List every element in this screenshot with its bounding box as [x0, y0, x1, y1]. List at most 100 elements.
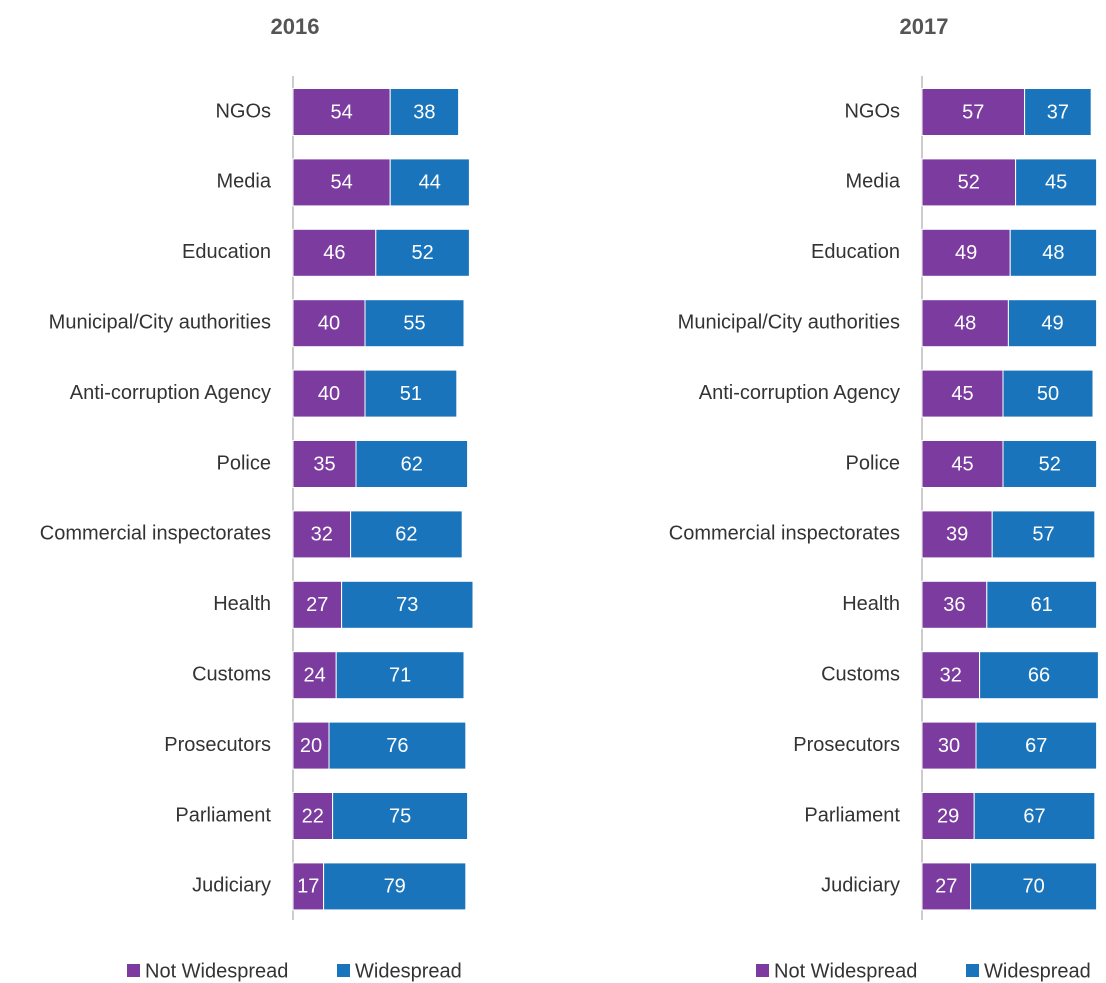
- bar-segment: [375, 228, 470, 277]
- legend-swatch: [127, 964, 140, 977]
- category-label: Parliament: [804, 804, 900, 826]
- category-label: Judiciary: [821, 875, 900, 897]
- category-label: Parliament: [175, 804, 271, 826]
- value-label: 61: [1031, 594, 1053, 616]
- value-label: 32: [311, 524, 333, 546]
- category-label: Police: [846, 452, 900, 474]
- category-label: Customs: [821, 663, 900, 685]
- value-label: 52: [1039, 453, 1061, 475]
- bar-segment: [292, 721, 330, 770]
- value-label: 57: [1032, 524, 1054, 546]
- category-label: Education: [182, 241, 271, 263]
- bar-segment: [335, 651, 465, 700]
- value-label: 17: [297, 876, 319, 898]
- value-label: 39: [946, 524, 968, 546]
- value-label: 30: [938, 735, 960, 757]
- category-label: Anti-corruption Agency: [70, 382, 271, 404]
- bar-segment: [364, 299, 465, 348]
- bar-segment: [341, 580, 474, 629]
- value-label: 49: [955, 242, 977, 264]
- bar-segment: [973, 792, 1096, 840]
- value-label: 70: [1022, 876, 1044, 898]
- bar-segment: [970, 862, 1098, 911]
- category-label: NGOs: [215, 100, 271, 122]
- value-label: 45: [951, 383, 973, 405]
- legend-label: Not Widespread: [145, 960, 288, 982]
- value-label: 46: [323, 242, 345, 264]
- category-label: Media: [846, 171, 901, 193]
- value-label: 45: [951, 453, 973, 475]
- bar-segment: [332, 792, 469, 840]
- category-label: Health: [213, 593, 271, 615]
- value-label: 62: [401, 453, 423, 475]
- bar-segment: [364, 369, 458, 418]
- value-label: 55: [403, 312, 425, 334]
- bar-segment: [979, 651, 1099, 700]
- bar-segment: [292, 580, 343, 629]
- bar-segment: [350, 510, 463, 559]
- value-label: 52: [411, 242, 433, 264]
- value-label: 29: [937, 805, 959, 827]
- value-label: 48: [954, 312, 976, 334]
- value-label: 51: [400, 383, 422, 405]
- bar-segment: [1007, 299, 1098, 348]
- legend-swatch: [337, 964, 350, 977]
- bar-segment: [292, 369, 366, 418]
- category-label: Municipal/City authorities: [49, 311, 271, 333]
- legend-label: Not Widespread: [774, 960, 917, 982]
- bar-segment: [1002, 440, 1098, 488]
- category-label: Health: [842, 593, 900, 615]
- category-label: Prosecutors: [793, 734, 900, 756]
- value-label: 49: [1041, 312, 1063, 334]
- bar-segment: [921, 369, 1004, 418]
- bar-segment: [355, 440, 469, 488]
- value-label: 48: [1042, 242, 1064, 264]
- chart-title: 2016: [271, 14, 320, 39]
- legend-label: Widespread: [355, 960, 462, 982]
- bar-segment: [292, 440, 357, 488]
- category-label: Anti-corruption Agency: [699, 382, 900, 404]
- bar-segment: [921, 440, 1004, 488]
- value-label: 45: [1045, 172, 1067, 194]
- bar-segment: [1009, 228, 1098, 277]
- category-label: Prosecutors: [164, 734, 271, 756]
- value-label: 27: [935, 876, 957, 898]
- value-label: 62: [395, 524, 417, 546]
- bar-segment: [292, 510, 352, 559]
- value-label: 27: [306, 594, 328, 616]
- value-label: 79: [384, 876, 406, 898]
- value-label: 44: [419, 172, 441, 194]
- value-label: 67: [1025, 735, 1047, 757]
- bar-segment: [389, 158, 470, 207]
- value-label: 20: [300, 735, 322, 757]
- bar-segment: [986, 580, 1098, 629]
- value-label: 75: [389, 805, 411, 827]
- bar-segment: [323, 862, 467, 911]
- bar-segment: [292, 158, 391, 207]
- category-label: Judiciary: [192, 875, 271, 897]
- legend-swatch: [756, 964, 769, 977]
- bar-segment: [921, 299, 1009, 348]
- bar-segment: [389, 88, 460, 136]
- value-label: 66: [1028, 664, 1050, 686]
- bar-segment: [975, 721, 1098, 770]
- bar-segment: [1024, 88, 1092, 136]
- bar-segment: [328, 721, 467, 770]
- value-label: 54: [330, 172, 352, 194]
- bar-segment: [292, 862, 325, 911]
- value-label: 32: [940, 664, 962, 686]
- category-label: Municipal/City authorities: [678, 311, 900, 333]
- category-label: NGOs: [844, 100, 900, 122]
- value-label: 37: [1047, 101, 1069, 123]
- bar-segment: [292, 651, 337, 700]
- bar-segment: [921, 651, 981, 700]
- bar-segment: [921, 158, 1017, 207]
- value-label: 54: [330, 101, 352, 123]
- legend-swatch: [966, 964, 979, 977]
- bar-segment: [1015, 158, 1098, 207]
- value-label: 67: [1023, 805, 1045, 827]
- value-label: 24: [303, 664, 325, 686]
- category-label: Media: [217, 171, 272, 193]
- value-label: 57: [962, 101, 984, 123]
